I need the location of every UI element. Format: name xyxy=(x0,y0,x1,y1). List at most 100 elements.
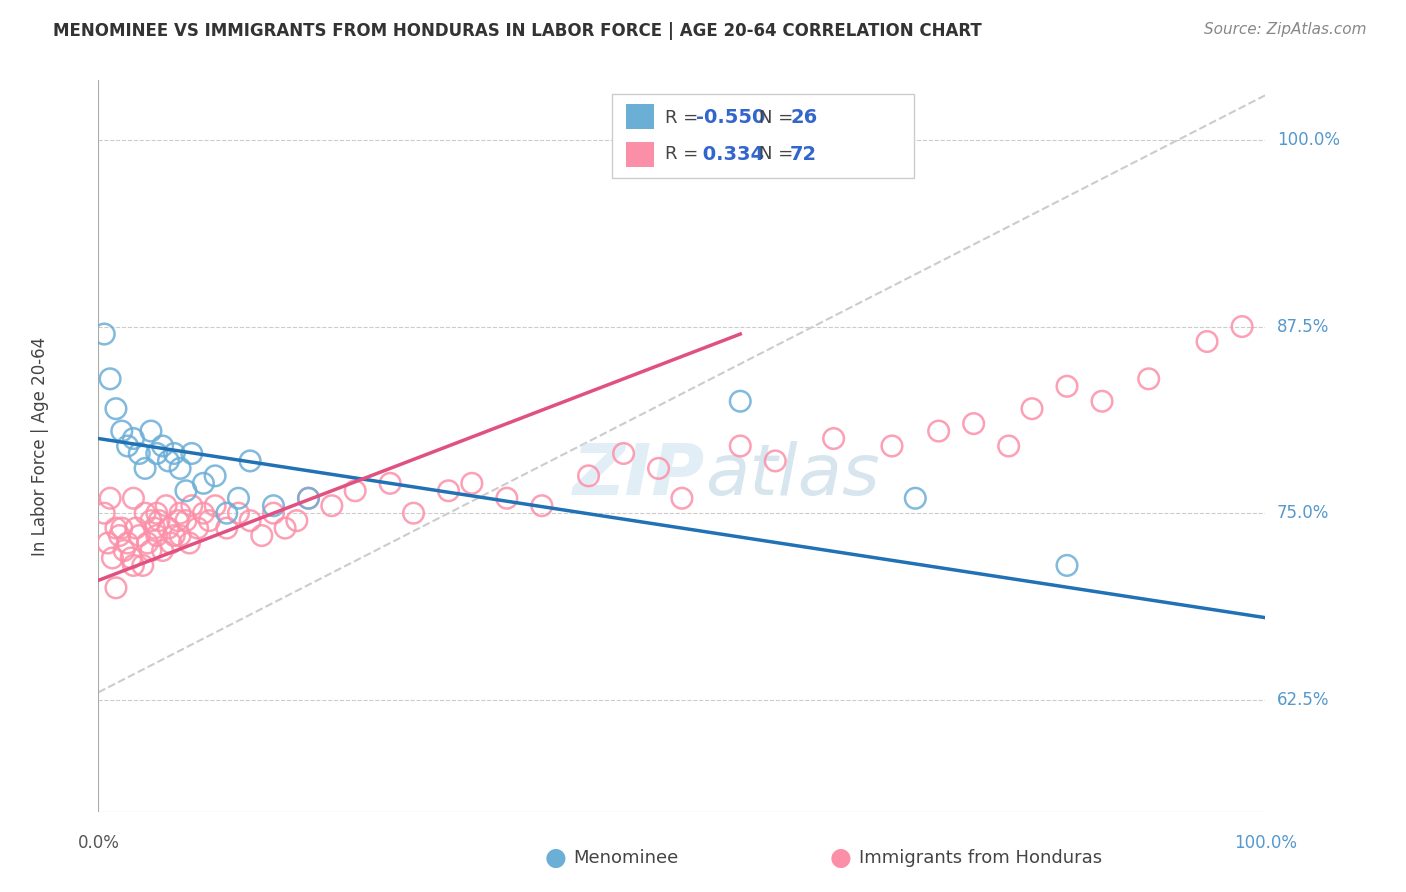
Point xyxy=(1056,379,1078,393)
Point xyxy=(169,506,191,520)
Point xyxy=(928,424,950,438)
Point xyxy=(125,521,148,535)
Point xyxy=(1137,372,1160,386)
Text: ●: ● xyxy=(544,847,567,870)
Point xyxy=(239,514,262,528)
Text: In Labor Force | Age 20-64: In Labor Force | Age 20-64 xyxy=(31,336,49,556)
Point xyxy=(104,581,127,595)
Point xyxy=(139,424,162,438)
Point xyxy=(1056,558,1078,573)
Text: -0.550: -0.550 xyxy=(696,108,765,128)
Point xyxy=(117,536,139,550)
Point xyxy=(297,491,319,506)
Point xyxy=(285,514,308,528)
Point xyxy=(117,439,139,453)
Point xyxy=(112,543,135,558)
Point xyxy=(180,446,202,460)
Text: 87.5%: 87.5% xyxy=(1277,318,1330,335)
Point xyxy=(193,506,215,520)
Point xyxy=(122,432,145,446)
Point xyxy=(730,439,752,453)
Point xyxy=(215,521,238,535)
Text: 100.0%: 100.0% xyxy=(1277,131,1340,149)
Text: MENOMINEE VS IMMIGRANTS FROM HONDURAS IN LABOR FORCE | AGE 20-64 CORRELATION CHA: MENOMINEE VS IMMIGRANTS FROM HONDURAS IN… xyxy=(53,22,983,40)
Point xyxy=(101,551,124,566)
Text: R =: R = xyxy=(665,145,704,163)
Text: Menominee: Menominee xyxy=(574,849,679,867)
Point xyxy=(402,506,425,520)
Point xyxy=(262,499,284,513)
Point xyxy=(139,514,162,528)
Point xyxy=(157,454,180,468)
Text: 100.0%: 100.0% xyxy=(1234,834,1296,852)
Point xyxy=(146,446,169,460)
Point xyxy=(174,483,197,498)
Point xyxy=(461,476,484,491)
Text: 0.0%: 0.0% xyxy=(77,834,120,852)
Point xyxy=(104,521,127,535)
Text: Source: ZipAtlas.com: Source: ZipAtlas.com xyxy=(1204,22,1367,37)
Point xyxy=(239,454,262,468)
Point xyxy=(155,499,177,513)
Point xyxy=(1197,334,1219,349)
Point xyxy=(166,514,188,528)
Point xyxy=(180,499,202,513)
Text: 0.334: 0.334 xyxy=(696,145,763,164)
Text: ZIP: ZIP xyxy=(574,442,706,510)
Point xyxy=(111,521,134,535)
Point xyxy=(163,446,186,460)
Point xyxy=(380,476,402,491)
Point xyxy=(128,528,150,542)
Point xyxy=(204,468,226,483)
Point xyxy=(122,491,145,506)
Point xyxy=(215,506,238,520)
Point xyxy=(187,521,209,535)
Text: N =: N = xyxy=(759,109,799,127)
Point xyxy=(250,528,273,542)
Point xyxy=(146,506,169,520)
Point xyxy=(134,461,156,475)
Point xyxy=(93,506,115,520)
Point xyxy=(132,558,155,573)
Point xyxy=(496,491,519,506)
Point xyxy=(962,417,984,431)
Point xyxy=(823,432,845,446)
Point xyxy=(1091,394,1114,409)
Point xyxy=(1021,401,1043,416)
Point xyxy=(904,491,927,506)
Point xyxy=(671,491,693,506)
Text: atlas: atlas xyxy=(706,442,880,510)
Point xyxy=(612,446,634,460)
Point xyxy=(578,468,600,483)
Point xyxy=(108,528,131,542)
Point xyxy=(228,506,250,520)
Point xyxy=(169,461,191,475)
Point xyxy=(98,372,121,386)
Point xyxy=(297,491,319,506)
Point xyxy=(169,528,191,542)
Point xyxy=(111,424,134,438)
Point xyxy=(97,536,120,550)
Point xyxy=(204,499,226,513)
Point xyxy=(262,506,284,520)
Point xyxy=(146,528,169,542)
Point xyxy=(174,514,197,528)
Point xyxy=(143,521,166,535)
Point xyxy=(880,439,903,453)
Text: 26: 26 xyxy=(790,108,817,128)
Text: 62.5%: 62.5% xyxy=(1277,690,1330,709)
Point xyxy=(179,536,201,550)
Point xyxy=(148,514,170,528)
Point xyxy=(120,551,142,566)
Point xyxy=(122,558,145,573)
Text: Immigrants from Honduras: Immigrants from Honduras xyxy=(859,849,1102,867)
Point xyxy=(1230,319,1253,334)
Point xyxy=(763,454,786,468)
Point xyxy=(344,483,367,498)
Point xyxy=(136,536,159,550)
Point xyxy=(730,394,752,409)
Point xyxy=(98,491,121,506)
Text: R =: R = xyxy=(665,109,704,127)
Point xyxy=(134,506,156,520)
Point xyxy=(139,543,162,558)
